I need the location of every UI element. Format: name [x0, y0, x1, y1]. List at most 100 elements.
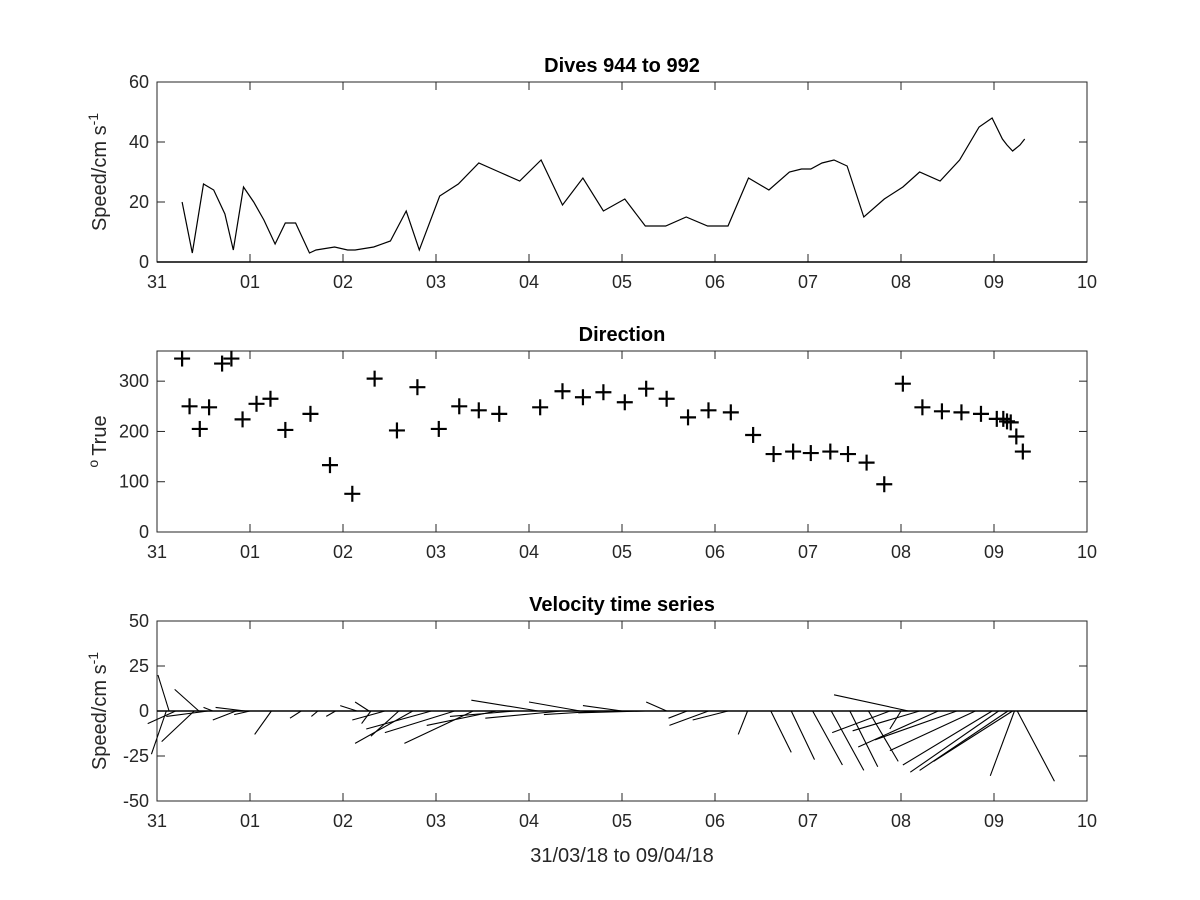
x-tick-label: 31 [147, 542, 167, 562]
direction-marker [972, 405, 989, 422]
direction-marker [822, 443, 839, 460]
direction-marker [658, 390, 675, 407]
direction-marker [451, 398, 468, 415]
direction-marker [995, 410, 1012, 427]
velocity-stick [340, 705, 358, 712]
direction-marker [234, 411, 251, 428]
chart-title: Direction [579, 324, 666, 346]
velocity-stick [234, 710, 251, 716]
x-axis-label: 31/03/18 to 09/04/18 [530, 845, 714, 867]
direction-marker [574, 389, 591, 406]
direction-marker [839, 446, 856, 463]
direction-marker [802, 445, 819, 462]
speed-series-line [181, 117, 1026, 254]
direction-marker [214, 355, 231, 372]
x-tick-label: 09 [984, 272, 1004, 292]
direction-marker [554, 383, 571, 400]
y-axis-label-sup: -1 [85, 652, 101, 665]
direction-marker [262, 390, 279, 407]
direction-marker [1002, 414, 1019, 431]
velocity-stick [254, 710, 272, 735]
y-tick-label: 0 [139, 522, 149, 542]
direction-marker [277, 421, 294, 438]
direction-marker [409, 379, 426, 396]
velocity-stick [174, 688, 200, 712]
velocity-stick [902, 710, 993, 766]
plot-frame [156, 350, 1088, 533]
velocity-stick [737, 710, 749, 735]
direction-marker [248, 395, 265, 412]
x-tick-label: 10 [1077, 811, 1097, 831]
direction-marker [430, 420, 447, 437]
direction-marker [745, 426, 762, 443]
velocity-stick [933, 710, 1013, 762]
velocity-stick [889, 710, 976, 752]
direction-marker [914, 399, 931, 416]
x-tick-label: 07 [798, 811, 818, 831]
direction-marker [321, 457, 338, 474]
y-tick-label: 0 [139, 252, 149, 272]
velocity-stick [361, 710, 372, 724]
velocity-stick [849, 710, 879, 768]
velocity-stick [289, 710, 302, 719]
direction-marker [876, 476, 893, 493]
velocity-stick [449, 710, 516, 717]
chart-title: Velocity time series [529, 594, 715, 616]
velocity-stick [352, 710, 385, 721]
speed-panel: Dives 944 to 992 31 01 02 03 04 05 06 07 08 09 10 0 2… [85, 55, 1097, 292]
direction-marker [181, 398, 198, 415]
direction-marker [858, 454, 875, 471]
x-tick-label: 03 [426, 811, 446, 831]
y-axis-label-main: Speed/cm s [89, 125, 111, 231]
velocity-stick [790, 710, 816, 760]
y-tick-label: 200 [119, 421, 149, 441]
velocity-stick [150, 710, 167, 755]
velocity-stick [830, 710, 865, 771]
direction-marker [722, 404, 739, 421]
y-tick-label: 40 [129, 132, 149, 152]
velocity-stick [578, 710, 646, 714]
y-axis-label: Speed/cm s-1 [85, 652, 111, 770]
velocity-stick [692, 710, 729, 721]
velocity-stick [857, 710, 939, 748]
direction-marker [894, 375, 911, 392]
velocity-stick [833, 694, 909, 712]
x-tick-label: 01 [240, 542, 260, 562]
velocity-stick [384, 710, 455, 734]
velocity-stick [668, 710, 688, 719]
velocity-stick [166, 710, 209, 717]
x-tick-label: 10 [1077, 272, 1097, 292]
velocity-stick [161, 710, 195, 743]
direction-marker [302, 405, 319, 422]
direction-marker [680, 409, 697, 426]
x-tick-label: 01 [240, 811, 260, 831]
velocity-stick [215, 706, 246, 712]
velocity-stick [543, 710, 602, 716]
y-axis-label: Speed/cm s-1 [85, 113, 111, 231]
velocity-stick [874, 710, 957, 741]
velocity-stick [645, 701, 667, 712]
x-tick-label: 06 [705, 811, 725, 831]
x-tick-label: 02 [333, 542, 353, 562]
y-axis-label: o True [85, 415, 111, 467]
x-tick-label: 03 [426, 542, 446, 562]
x-tick-label: 04 [519, 811, 539, 831]
y-tick-label: 100 [119, 472, 149, 492]
velocity-stick [325, 710, 336, 717]
direction-marker [700, 402, 717, 419]
direction-marker [765, 446, 782, 463]
x-tick-label: 04 [519, 272, 539, 292]
x-tick-label: 02 [333, 272, 353, 292]
velocity-stick [582, 705, 623, 712]
x-tick-label: 08 [891, 542, 911, 562]
y-tick-label: 50 [129, 611, 149, 631]
direction-marker [616, 394, 633, 411]
y-axis-label-sup: o [85, 460, 101, 468]
direction-marker [344, 485, 361, 502]
y-tick-label: 25 [129, 656, 149, 676]
direction-marker [1008, 428, 1025, 445]
x-tick-label: 07 [798, 542, 818, 562]
y-axis-label-sup: -1 [85, 113, 101, 126]
x-tick-label: 04 [519, 542, 539, 562]
